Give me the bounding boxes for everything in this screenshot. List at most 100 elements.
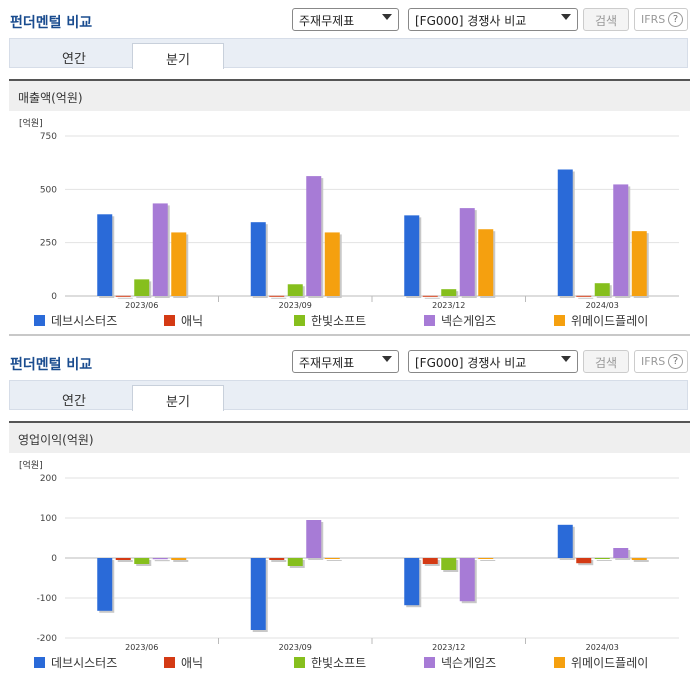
chevron-down-icon [561, 356, 571, 362]
help-icon[interactable]: ? [668, 354, 683, 369]
bar [557, 524, 573, 558]
bar-shadow [117, 560, 133, 562]
bar [594, 283, 610, 296]
legend-item[interactable]: 위메이드플레이 [554, 654, 648, 671]
statement-select[interactable]: 주재무제표 [292, 350, 399, 373]
panel-title: 펀더멘털 비교 [10, 15, 93, 31]
bar [171, 232, 187, 296]
bar [97, 214, 113, 296]
bar-shadow [173, 560, 189, 562]
legend-label: 애닉 [181, 656, 204, 670]
fundamental-panel-2: 펀더멘털 비교 주재무제표 [FG000] 경쟁사 비교 검색 IFRS? 연간… [0, 342, 696, 670]
help-icon[interactable]: ? [668, 12, 683, 27]
bar [324, 232, 340, 296]
legend-label: 넥슨게임즈 [441, 656, 497, 670]
bar [287, 284, 303, 296]
bar [404, 558, 420, 606]
chart-section-title: 영업이익(억원) [9, 421, 690, 453]
chevron-down-icon [561, 14, 571, 20]
chart-section-title: 매출액(억원) [9, 79, 690, 111]
tab-annual[interactable]: 연간 [62, 394, 86, 409]
bar [576, 558, 592, 564]
bar-shadow [578, 297, 594, 299]
legend-swatch [424, 315, 435, 326]
period-tabs: 연간 분기 [9, 380, 688, 411]
legend-label: 데브시스터즈 [51, 314, 118, 328]
ifrs-button[interactable]: IFRS? [634, 350, 688, 373]
bar [441, 558, 457, 570]
search-button[interactable]: 검색 [583, 8, 629, 31]
y-tick-label: -200 [37, 634, 58, 644]
legend-label: 위메이드플레이 [571, 656, 649, 670]
bar [613, 184, 629, 296]
operating-profit-chart-svg: [억원] -200 -100 0 100 200 2023/06 2023/09 2023/12… [19, 459, 679, 652]
legend-swatch [554, 315, 565, 326]
unit-label: [억원] [19, 117, 43, 129]
bar [269, 295, 285, 297]
legend-swatch [164, 657, 175, 668]
bar [134, 558, 150, 564]
revenue-chart-svg: [억원] 0 250 500 750 2023/06 2023/09 2023/12 2024/… [19, 117, 679, 310]
statement-select[interactable]: 주재무제표 [292, 8, 399, 31]
legend-item[interactable]: 위메이드플레이 [554, 312, 648, 329]
bar [631, 231, 647, 296]
panel-title: 펀더멘털 비교 [10, 357, 93, 373]
search-button[interactable]: 검색 [583, 350, 629, 373]
legend-item[interactable]: 데브시스터즈 [34, 312, 117, 329]
ifrs-button[interactable]: IFRS? [634, 8, 688, 31]
legend-swatch [294, 657, 305, 668]
tab-quarterly[interactable]: 분기 [132, 43, 224, 69]
bar [478, 229, 494, 296]
x-tick-label: 2023/06 [125, 301, 158, 310]
bar-shadow [633, 560, 649, 562]
operating-profit-chart: [억원] -200 -100 0 100 200 2023/06 2023/09 2023/12… [9, 453, 690, 653]
legend-item[interactable]: 데브시스터즈 [34, 654, 117, 671]
legend-item[interactable]: 한빛소프트 [294, 654, 366, 671]
legend-label: 한빛소프트 [311, 314, 367, 328]
tab-annual[interactable]: 연간 [62, 52, 86, 67]
legend-item[interactable]: 넥슨게임즈 [424, 654, 496, 671]
divider [9, 334, 690, 336]
legend-label: 애닉 [181, 314, 204, 328]
bar [115, 295, 131, 297]
bar [576, 295, 592, 297]
bar-shadow [271, 297, 287, 299]
x-tick-label: 2024/03 [586, 301, 619, 310]
bar [478, 558, 494, 559]
legend-swatch [554, 657, 565, 668]
peer-select[interactable]: [FG000] 경쟁사 비교 [408, 8, 578, 31]
bar [306, 520, 322, 558]
bar-shadow [326, 560, 342, 561]
legend-item[interactable]: 한빛소프트 [294, 312, 366, 329]
y-tick-label: 500 [40, 185, 57, 195]
bar [631, 558, 647, 560]
legend-label: 한빛소프트 [311, 656, 367, 670]
legend-item[interactable]: 넥슨게임즈 [424, 312, 496, 329]
legend-item[interactable]: 애닉 [164, 654, 203, 671]
bar-shadow [154, 560, 170, 562]
y-tick-label: 0 [51, 554, 57, 564]
bar [324, 558, 340, 559]
y-tick-label: -100 [37, 594, 58, 604]
legend: 데브시스터즈 애닉 한빛소프트 넥슨게임즈 위메이드플레이 [9, 312, 690, 330]
x-tick-label: 2023/06 [125, 643, 158, 652]
bar [459, 558, 475, 602]
peer-select[interactable]: [FG000] 경쟁사 비교 [408, 350, 578, 373]
y-tick-label: 750 [40, 132, 57, 142]
y-tick-label: 200 [40, 474, 57, 484]
tab-quarterly[interactable]: 분기 [132, 385, 224, 411]
legend-item[interactable]: 애닉 [164, 312, 203, 329]
bar [557, 169, 573, 296]
legend-label: 넥슨게임즈 [441, 314, 497, 328]
fundamental-panel-1: 펀더멘털 비교 주재무제표 [FG000] 경쟁사 비교 검색 IFRS? 연간… [0, 0, 696, 336]
x-tick-label: 2023/12 [432, 643, 465, 652]
bar [171, 558, 187, 560]
x-tick-label: 2023/09 [279, 643, 312, 652]
bar [152, 558, 168, 560]
x-tick-label: 2023/12 [432, 301, 465, 310]
bar [306, 176, 322, 296]
bar-shadow [596, 560, 612, 561]
legend-swatch [34, 657, 45, 668]
bar [459, 208, 475, 296]
legend-swatch [164, 315, 175, 326]
